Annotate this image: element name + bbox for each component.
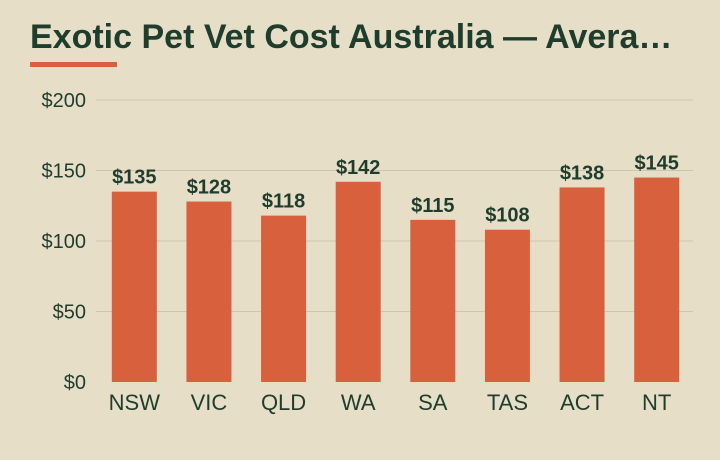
data-label: $128 bbox=[187, 177, 232, 199]
bar-wa bbox=[335, 181, 381, 382]
data-label: $118 bbox=[262, 191, 305, 213]
bar-sa bbox=[410, 219, 456, 382]
y-tick-label: $0 bbox=[64, 372, 86, 394]
bar-layer bbox=[111, 177, 680, 382]
y-tick-label: $100 bbox=[42, 231, 87, 253]
x-tick-label: NT bbox=[642, 390, 671, 415]
x-tick-label: QLD bbox=[261, 390, 306, 415]
x-tick-label: WA bbox=[341, 390, 376, 415]
bar-nsw bbox=[111, 191, 157, 382]
bar-qld bbox=[261, 215, 307, 382]
data-label: $142 bbox=[336, 157, 381, 179]
label-layer: $0 $50 $100 $150 $200 $135 NSW $128 VIC $118 QLD $1… bbox=[42, 90, 679, 415]
y-tick-label: $150 bbox=[42, 161, 87, 183]
bar-nt bbox=[634, 177, 680, 382]
data-label: $135 bbox=[112, 167, 157, 189]
bar-vic bbox=[186, 201, 232, 382]
title-underline bbox=[30, 62, 117, 67]
data-label: $115 bbox=[411, 195, 454, 217]
bar-tas bbox=[484, 229, 530, 382]
data-label: $145 bbox=[634, 153, 679, 175]
x-tick-label: NSW bbox=[109, 390, 161, 415]
x-tick-label: TAS bbox=[487, 390, 528, 415]
data-label: $138 bbox=[560, 162, 605, 184]
y-tick-label: $200 bbox=[42, 90, 87, 112]
bar-act bbox=[559, 187, 605, 382]
y-tick-label: $50 bbox=[53, 302, 86, 324]
data-label: $108 bbox=[485, 205, 530, 227]
x-tick-label: VIC bbox=[191, 390, 228, 415]
x-tick-label: ACT bbox=[560, 390, 604, 415]
x-tick-label: SA bbox=[418, 390, 448, 415]
